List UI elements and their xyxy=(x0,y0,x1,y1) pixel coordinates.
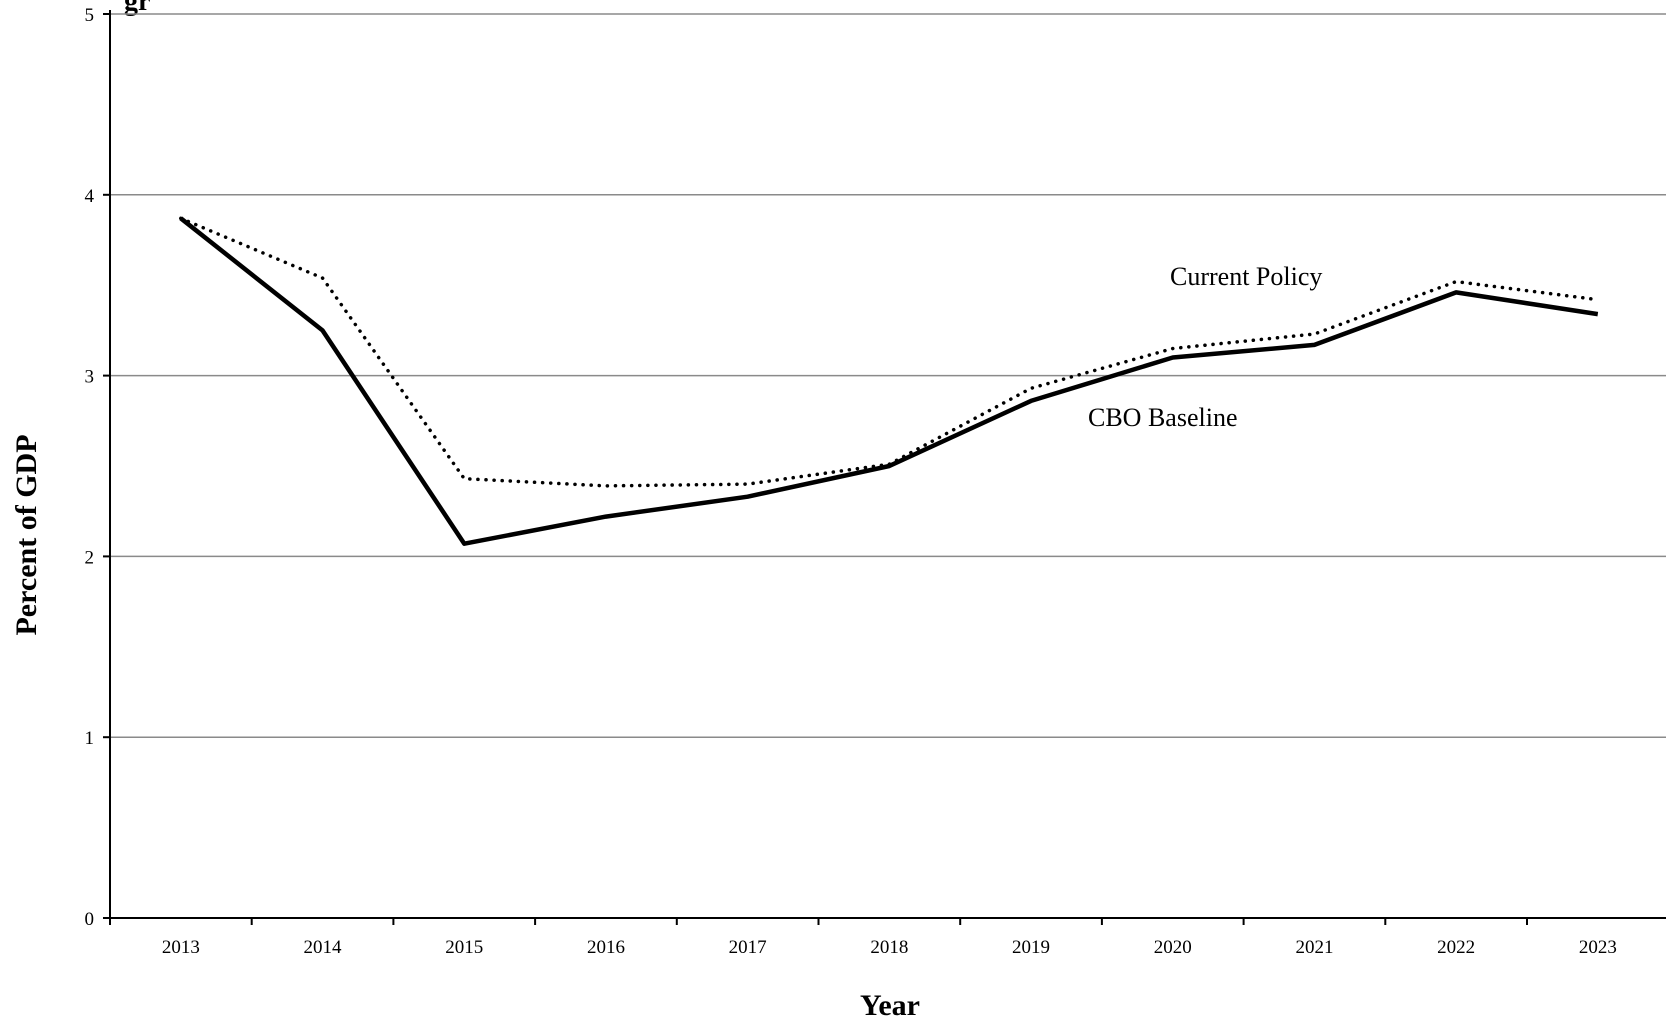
x-tick-label-2015: 2015 xyxy=(445,937,483,958)
y-tick-label-3: 3 xyxy=(85,367,95,388)
y-tick-label-4: 4 xyxy=(85,186,95,207)
y-tick-label-1: 1 xyxy=(85,728,95,749)
series-line-current-policy xyxy=(179,216,1600,488)
x-tick-label-2018: 2018 xyxy=(870,937,908,958)
x-axis-title: Year xyxy=(860,989,920,1022)
x-tick-label-2019: 2019 xyxy=(1012,937,1050,958)
x-tick-label-2014: 2014 xyxy=(304,937,343,958)
x-tick-label-2016: 2016 xyxy=(587,937,625,958)
series-label-current-policy: Current Policy xyxy=(1170,262,1322,291)
x-tick-label-2023: 2023 xyxy=(1579,937,1617,958)
series-lines xyxy=(179,216,1600,546)
gridlines xyxy=(110,13,1666,738)
x-tick-label-2013: 2013 xyxy=(162,937,200,958)
chart-title-fragment: gr xyxy=(124,0,150,17)
x-axis-ticks: 2013 2014 2015 2016 2017 2018 2019 2020 2021 2022… xyxy=(109,918,1617,958)
y-axis-ticks: 0 1 2 3 4 5 xyxy=(85,5,110,930)
x-tick-label-2022: 2022 xyxy=(1437,937,1475,958)
x-tick-label-2021: 2021 xyxy=(1295,937,1333,958)
x-tick-label-2017: 2017 xyxy=(729,937,767,958)
y-tick-label-5: 5 xyxy=(85,5,95,26)
y-axis-title: Percent of GDP xyxy=(10,434,43,635)
axes xyxy=(109,10,1666,919)
x-tick-label-2020: 2020 xyxy=(1154,937,1192,958)
y-tick-label-0: 0 xyxy=(85,909,95,930)
y-tick-label-2: 2 xyxy=(85,547,95,568)
series-line-cbo-baseline xyxy=(179,216,1599,546)
series-label-cbo-baseline: CBO Baseline xyxy=(1088,403,1238,432)
